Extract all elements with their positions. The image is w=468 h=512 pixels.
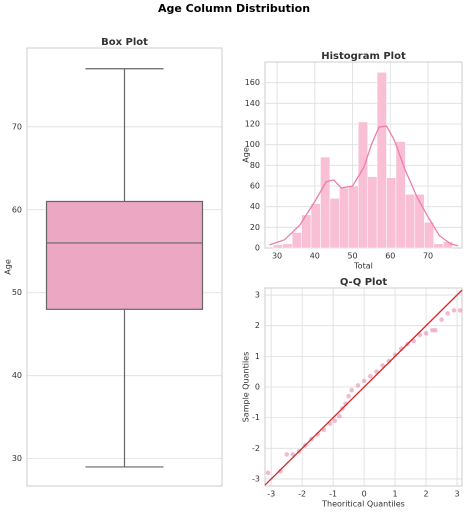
y-tick-label: 0 [255,244,260,253]
y-axis-label: Age [4,259,13,275]
x-tick-label: 3 [454,490,459,499]
bar [291,232,302,249]
bar [376,72,387,249]
y-tick-label: 3 [255,291,260,300]
qq-point [423,331,429,336]
y-tick-label: 60 [250,182,260,191]
reference-line [264,289,463,486]
bar [414,194,425,249]
y-tick-label: 0 [255,383,260,392]
y-tick-label: 1 [255,352,260,361]
box [45,200,204,310]
x-tick-label: 2 [424,490,429,499]
y-tick-label: 120 [245,120,260,129]
chart-title: Histogram Plot [321,51,406,62]
y-axis-label: Age [242,147,251,163]
bar [320,156,331,249]
bar [367,176,378,249]
qq-point [451,308,457,313]
x-tick-label: 0 [362,490,367,499]
x-axis-label: Theoritical Quantiles [321,500,405,509]
qq-point [457,308,463,313]
y-tick-label: -2 [252,444,260,453]
bar [329,198,340,249]
qq-point [332,418,337,424]
x-axis-label: Total [353,262,373,271]
x-tick-label: 1 [393,490,398,499]
bar [282,243,293,249]
kde-line [269,125,459,247]
qq-point [368,373,373,379]
bar [442,241,453,249]
chart-title: Box Plot [101,37,148,48]
x-tick-label: 50 [347,252,357,261]
x-tick-label: 30 [272,252,282,261]
qq-point [445,311,451,316]
qq-point [337,413,342,419]
x-tick-label: 40 [310,252,320,261]
y-tick-label: -1 [252,413,260,422]
bar [310,203,321,249]
bar [405,194,416,249]
plot-frame [26,47,223,487]
y-tick-label: 140 [245,99,260,108]
y-tick-label: 50 [12,288,22,297]
qq-point [361,378,367,384]
y-tick-label: 80 [250,161,260,170]
qq-point [265,470,271,476]
y-tick-label: 70 [12,122,22,131]
x-tick-label: -3 [267,490,275,499]
x-tick-label: 60 [385,252,395,261]
figure-title: Age Column Distribution [158,2,310,15]
y-tick-label: 40 [250,202,260,211]
bar [386,177,397,249]
qq-point [439,317,444,322]
y-tick-label: 30 [12,454,22,463]
y-tick-label: 20 [250,223,260,232]
qq-point [346,393,351,399]
x-tick-label: 70 [423,252,433,261]
y-tick-label: 160 [245,78,260,87]
bar [273,244,283,249]
bar [339,187,350,249]
y-tick-label: 40 [12,371,22,380]
qq-point [349,387,355,393]
y-tick-label: -3 [252,474,260,483]
y-tick-label: 100 [245,140,260,149]
y-tick-label: 2 [255,321,260,330]
x-tick-label: -2 [298,490,306,499]
bar [433,243,444,249]
y-axis-label: Sample Quantiles [242,352,251,423]
chart-title: Q-Q Plot [340,277,387,288]
plot-frame [264,287,463,487]
bar [348,185,359,249]
bar [424,221,434,249]
qq-point [284,452,289,457]
qq-point [433,327,438,333]
qq-point [355,383,361,388]
x-tick-label: -1 [329,490,337,499]
y-tick-label: 60 [12,205,22,214]
bar [357,121,368,249]
